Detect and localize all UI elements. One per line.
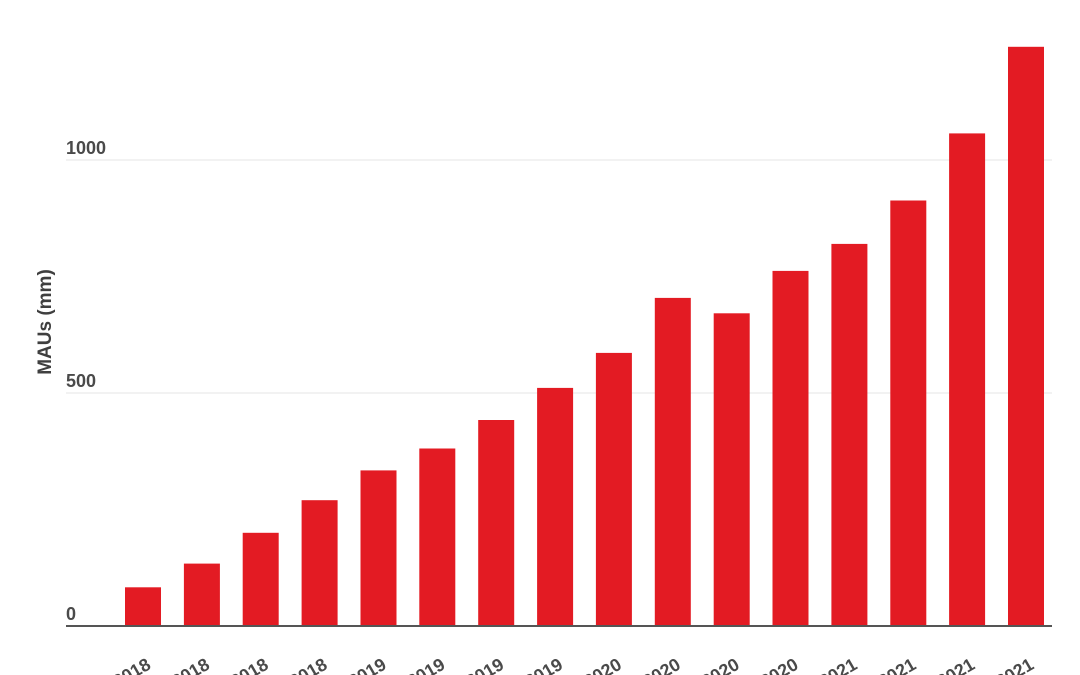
bar	[478, 420, 515, 626]
x-tick-label: 2019	[521, 654, 566, 675]
x-tick-label: 2019	[404, 654, 449, 675]
x-tick-label: 2018	[168, 654, 213, 675]
bar	[125, 587, 161, 626]
x-axis-ticks: 2018 2018 2018 2018 2019 2019 2019 2019 2020 2020…	[109, 654, 1037, 675]
bar	[654, 297, 691, 626]
y-tick-label: 500	[66, 371, 96, 391]
bar	[242, 532, 279, 626]
bar	[419, 448, 456, 626]
y-axis-ticks: 0 500 1000	[66, 138, 106, 624]
x-tick-label: 2019	[345, 654, 390, 675]
bar	[890, 200, 927, 626]
bar	[360, 470, 397, 626]
x-tick-label: 2021	[816, 654, 861, 675]
x-tick-label: 2020	[639, 654, 684, 675]
bar	[1008, 46, 1044, 627]
bars	[125, 46, 1044, 627]
x-tick-label: 2021	[875, 654, 920, 675]
bar	[537, 387, 574, 626]
x-tick-label: 2018	[286, 654, 331, 675]
bar	[595, 352, 632, 626]
y-tick-label: 1000	[66, 138, 106, 158]
bar	[183, 563, 220, 626]
bar	[772, 270, 809, 626]
x-tick-label: 2018	[109, 654, 154, 675]
bar	[949, 133, 986, 626]
y-axis-title: MAUs (mm)	[35, 269, 56, 375]
x-tick-label: 2021	[992, 654, 1037, 675]
x-tick-label: 2018	[227, 654, 272, 675]
x-tick-label: 2019	[463, 654, 508, 675]
x-tick-label: 2021	[933, 654, 978, 675]
bar	[301, 500, 338, 626]
bar	[831, 243, 868, 626]
y-tick-label: 0	[66, 604, 76, 624]
x-tick-label: 2020	[580, 654, 625, 675]
x-tick-label: 2020	[698, 654, 743, 675]
bar	[713, 313, 750, 626]
x-tick-label: 2020	[757, 654, 802, 675]
